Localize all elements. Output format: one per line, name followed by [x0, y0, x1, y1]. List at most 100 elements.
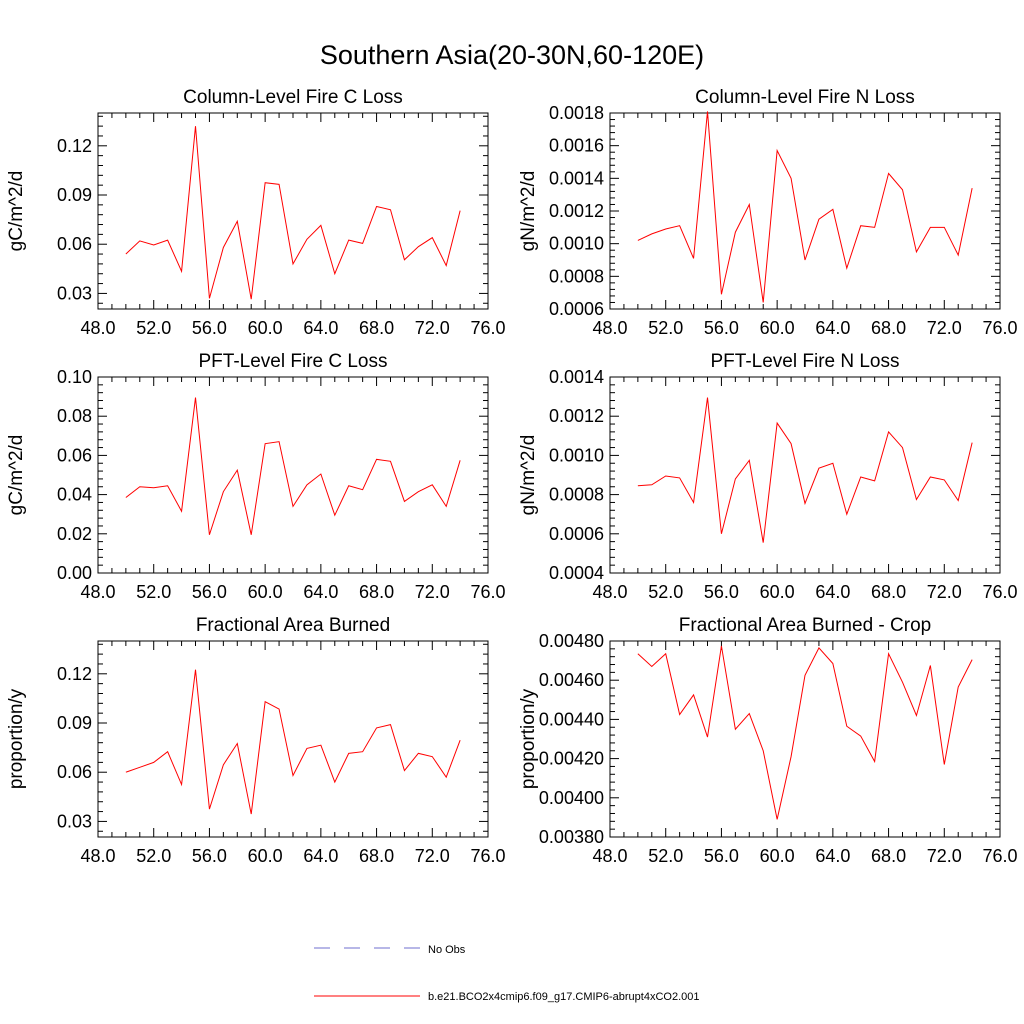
y-tick-label: 0.03: [57, 811, 92, 831]
x-tick-label: 64.0: [303, 582, 338, 602]
y-tick-label: 0.03: [57, 283, 92, 303]
y-tick-label: 0.00400: [539, 788, 604, 808]
x-tick-label: 56.0: [192, 318, 227, 338]
x-tick-label: 72.0: [927, 582, 962, 602]
y-tick-label: 0.0016: [549, 136, 604, 156]
series-line: [637, 111, 973, 303]
x-tick-label: 72.0: [415, 846, 450, 866]
legend: No Obs b.e21.BCO2x4cmip6.f09_g17.CMIP6-a…: [314, 944, 700, 1003]
y-tick-label: 0.0006: [549, 299, 604, 319]
x-tick-label: 56.0: [704, 582, 739, 602]
y-tick-label: 0.00480: [539, 631, 604, 651]
x-tick-label: 68.0: [871, 582, 906, 602]
x-tick-label: 48.0: [592, 846, 627, 866]
panel-title: Column-Level Fire N Loss: [695, 87, 915, 108]
y-tick-label: 0.06: [57, 445, 92, 465]
panel-title: PFT-Level Fire N Loss: [711, 351, 900, 372]
panel-title: Fractional Area Burned: [196, 615, 390, 636]
x-tick-label: 76.0: [982, 846, 1017, 866]
x-tick-label: 60.0: [248, 846, 283, 866]
plot-frame: [609, 376, 1001, 574]
x-tick-label: 64.0: [303, 846, 338, 866]
chart-panel: Fractional Area Burned - Crop proportion/…: [518, 615, 1018, 866]
x-tick-label: 72.0: [415, 318, 450, 338]
y-tick-label: 0.0014: [549, 367, 604, 387]
plot-frame: [97, 640, 489, 838]
plot-frame: [97, 376, 489, 574]
x-tick-label: 60.0: [760, 846, 795, 866]
y-axis-label: gN/m^2/d: [518, 435, 539, 516]
y-tick-label: 0.0008: [549, 266, 604, 286]
y-tick-label: 0.02: [57, 524, 92, 544]
plot-frame: [609, 640, 1001, 838]
x-tick-label: 52.0: [648, 846, 683, 866]
x-tick-label: 64.0: [303, 318, 338, 338]
x-tick-label: 52.0: [136, 318, 171, 338]
x-tick-label: 64.0: [815, 318, 850, 338]
y-tick-label: 0.04: [57, 485, 92, 505]
x-tick-label: 68.0: [871, 846, 906, 866]
y-tick-label: 0.00: [57, 563, 92, 583]
x-tick-label: 52.0: [648, 318, 683, 338]
y-tick-label: 0.12: [57, 136, 92, 156]
y-axis-label: gN/m^2/d: [518, 171, 539, 252]
y-tick-label: 0.06: [57, 762, 92, 782]
x-tick-label: 72.0: [927, 318, 962, 338]
x-tick-label: 60.0: [760, 582, 795, 602]
x-tick-label: 48.0: [80, 582, 115, 602]
x-tick-label: 76.0: [470, 582, 505, 602]
panels: Column-Level Fire C Loss gC/m^2/d 48.0 52.0…: [6, 87, 1018, 866]
x-tick-label: 48.0: [80, 846, 115, 866]
legend-label-run: b.e21.BCO2x4cmip6.f09_g17.CMIP6-abrupt4x…: [428, 991, 700, 1003]
x-tick-label: 56.0: [704, 846, 739, 866]
x-tick-label: 56.0: [704, 318, 739, 338]
x-tick-label: 68.0: [359, 846, 394, 866]
series-line: [637, 397, 973, 543]
y-tick-label: 0.09: [57, 185, 92, 205]
y-axis-label: gC/m^2/d: [6, 435, 27, 516]
x-tick-label: 76.0: [982, 318, 1017, 338]
plot-frame: [97, 112, 489, 310]
chart-panel: Fractional Area Burned proportion/y 48.0 52…: [6, 615, 506, 866]
y-tick-label: 0.00420: [539, 749, 604, 769]
y-axis-label: gC/m^2/d: [6, 171, 27, 252]
series-line: [637, 645, 973, 820]
y-tick-label: 0.10: [57, 367, 92, 387]
y-axis-label: proportion/y: [518, 688, 539, 789]
x-tick-label: 48.0: [592, 318, 627, 338]
y-tick-label: 0.06: [57, 234, 92, 254]
x-tick-label: 52.0: [136, 582, 171, 602]
figure-title: Southern Asia(20-30N,60-120E): [320, 40, 704, 70]
chart-panel: Column-Level Fire C Loss gC/m^2/d 48.0 52.0…: [6, 87, 506, 338]
x-tick-label: 48.0: [80, 318, 115, 338]
x-tick-label: 64.0: [815, 582, 850, 602]
chart-panel: PFT-Level Fire N Loss gN/m^2/d 48.0 52.0 56.…: [518, 351, 1018, 602]
y-tick-label: 0.12: [57, 664, 92, 684]
y-tick-label: 0.0010: [549, 445, 604, 465]
y-tick-label: 0.0010: [549, 234, 604, 254]
plot-frame: [609, 112, 1001, 310]
x-tick-label: 72.0: [927, 846, 962, 866]
y-tick-label: 0.00440: [539, 709, 604, 729]
chart-panel: PFT-Level Fire C Loss gC/m^2/d 48.0 52.0 56.…: [6, 351, 506, 602]
y-tick-label: 0.00380: [539, 827, 604, 847]
x-tick-label: 76.0: [982, 582, 1017, 602]
y-tick-label: 0.0006: [549, 524, 604, 544]
y-tick-label: 0.0018: [549, 103, 604, 123]
series-line: [125, 397, 461, 535]
y-tick-label: 0.0014: [549, 168, 604, 188]
y-tick-label: 0.0012: [549, 201, 604, 221]
x-tick-label: 56.0: [192, 846, 227, 866]
y-tick-label: 0.08: [57, 406, 92, 426]
chart-panel: Column-Level Fire N Loss gN/m^2/d 48.0 52.0…: [518, 87, 1018, 338]
x-tick-label: 68.0: [359, 318, 394, 338]
x-tick-label: 60.0: [248, 582, 283, 602]
x-tick-label: 72.0: [415, 582, 450, 602]
x-tick-label: 48.0: [592, 582, 627, 602]
y-tick-label: 0.0004: [549, 563, 604, 583]
y-tick-label: 0.0012: [549, 406, 604, 426]
x-tick-label: 64.0: [815, 846, 850, 866]
series-line: [125, 126, 461, 300]
x-tick-label: 68.0: [871, 318, 906, 338]
x-tick-label: 60.0: [760, 318, 795, 338]
